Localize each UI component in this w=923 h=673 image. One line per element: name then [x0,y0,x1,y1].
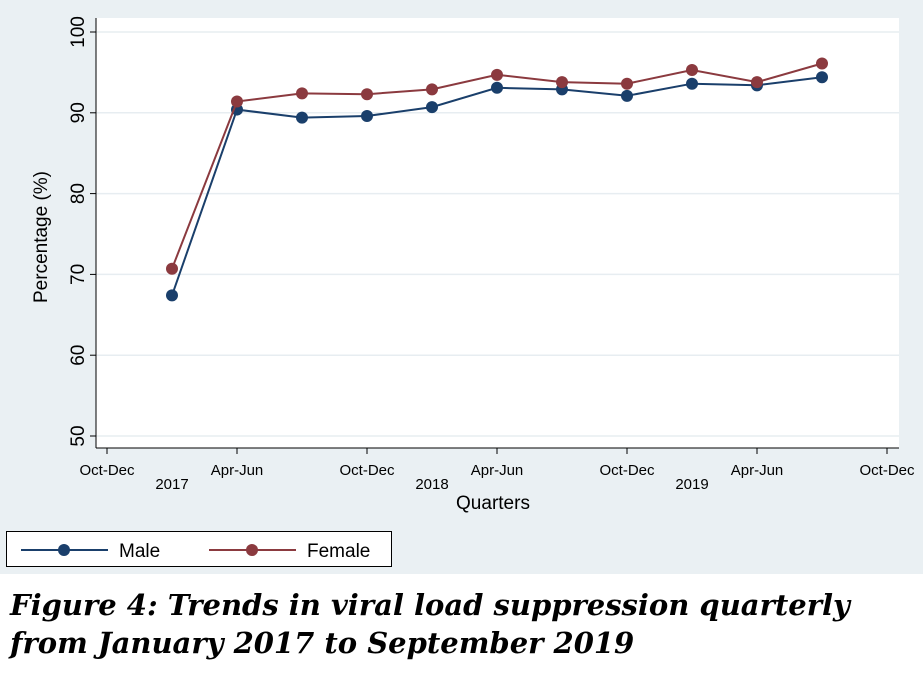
x-year-label: 2019 [675,476,708,493]
legend-item-male: Male [21,541,160,562]
y-tick-label: 50 [68,425,89,446]
data-point-male [621,89,633,102]
y-tick-label: 90 [68,102,89,123]
legend: Male Female [6,531,392,567]
data-point-male [296,111,308,124]
data-point-female [166,262,178,275]
x-tick-label: Apr-Jun [211,462,264,479]
x-year-label: 2017 [155,476,188,493]
x-tick-label: Oct-Dec [859,462,915,479]
data-point-female [296,87,308,100]
data-point-male [816,71,828,84]
line-chart: 50 60 70 80 90 100 Oct-Dec Apr-Jun Oct-Dec Apr-Ju… [31,16,915,514]
data-point-female [686,63,698,76]
data-point-female [621,77,633,90]
chart-panel: 50 60 70 80 90 100 Oct-Dec Apr-Jun Oct-Dec Apr-Ju… [0,0,923,574]
y-tick-label: 70 [68,264,89,285]
data-point-female [426,83,438,96]
gridlines [96,31,899,437]
data-point-male [361,110,373,123]
legend-label-male: Male [119,541,160,562]
axes: 50 60 70 80 90 100 Oct-Dec Apr-Jun Oct-Dec Apr-Ju… [68,16,915,493]
y-tick-label: 100 [68,16,89,48]
data-point-female [231,95,243,108]
legend-label-female: Female [307,541,370,562]
x-tick-label: Oct-Dec [599,462,655,479]
data-point-female [556,76,568,89]
y-axis-label: Percentage (%) [31,171,52,303]
legend-item-female: Female [209,541,370,562]
legend-marker-female [246,544,258,556]
legend-marker-male [58,544,70,556]
x-tick-label: Apr-Jun [471,462,524,479]
x-year-label: 2018 [415,476,448,493]
x-tick-label: Oct-Dec [79,462,135,479]
x-axis-label: Quarters [456,493,530,514]
y-tick-label: 80 [68,183,89,204]
figure-caption: Figure 4: Trends in viral load suppressi… [10,588,850,660]
data-point-female [751,76,763,89]
data-point-male [686,77,698,90]
data-point-male [426,101,438,114]
x-tick-label: Apr-Jun [731,462,784,479]
data-point-male [491,81,503,94]
series-lines [166,57,828,302]
x-tick-label: Oct-Dec [339,462,395,479]
data-point-female [816,57,828,70]
y-tick-label: 60 [68,345,89,366]
data-point-male [166,289,178,302]
data-point-female [361,88,373,101]
data-point-female [491,68,503,81]
